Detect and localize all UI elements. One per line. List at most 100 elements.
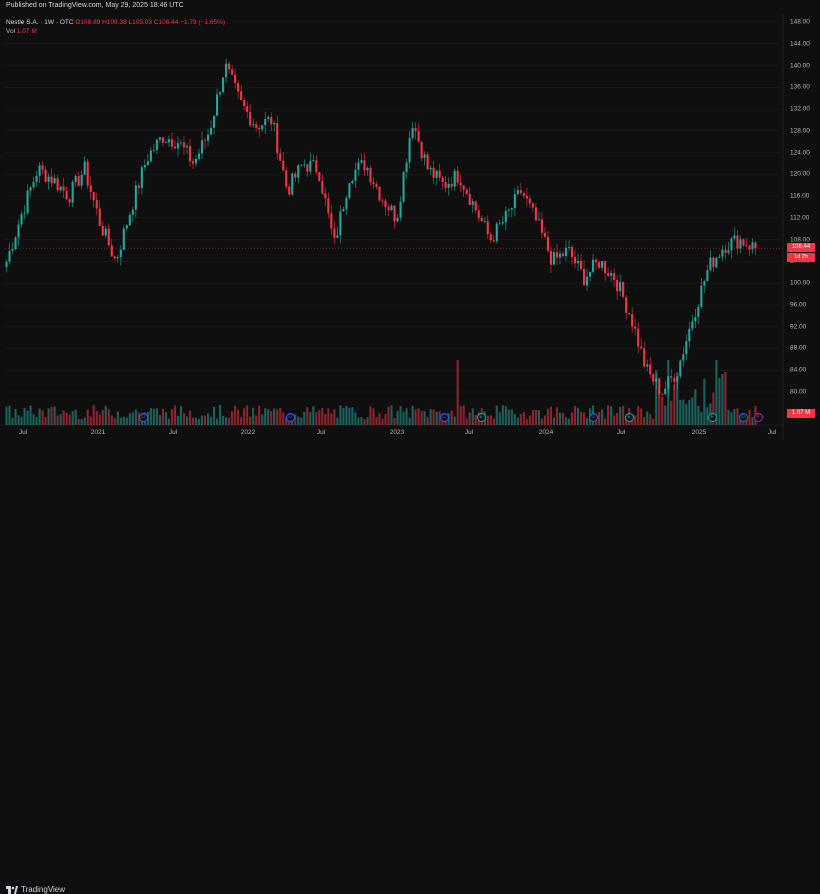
- high-value: H108.38: [102, 19, 127, 26]
- candle-body: [89, 185, 92, 192]
- volume-bar: [116, 411, 119, 425]
- volume-bar: [47, 408, 50, 425]
- chart-area[interactable]: [0, 14, 820, 459]
- volume-bar: [213, 406, 216, 425]
- candle-body: [164, 142, 167, 144]
- volume-bar: [306, 407, 309, 425]
- volume-bar: [228, 417, 231, 425]
- candle-body: [375, 184, 378, 187]
- volume-bar: [173, 405, 177, 425]
- candle-body: [414, 127, 417, 131]
- candle-body: [366, 167, 369, 171]
- published-text: Published on TradingView.com, May 29, 20…: [6, 2, 184, 9]
- candle-body: [255, 124, 258, 128]
- candle-body: [98, 208, 101, 226]
- volume-bar: [185, 416, 189, 425]
- candle-body: [297, 165, 300, 178]
- earnings-marker[interactable]: E: [476, 413, 486, 422]
- volume-bar: [402, 411, 405, 425]
- candle-body: [396, 217, 399, 222]
- candle-body: [252, 124, 255, 126]
- volume-label[interactable]: Vol: [6, 28, 16, 35]
- candle-body: [393, 205, 396, 222]
- candle-body: [167, 139, 170, 143]
- candle-body: [598, 262, 601, 268]
- candle-body: [357, 162, 360, 170]
- volume-bar: [579, 411, 583, 425]
- candle-body: [423, 154, 426, 159]
- volume-bar: [664, 405, 667, 425]
- volume-bar: [273, 408, 276, 425]
- candle-body: [119, 249, 122, 258]
- split-marker[interactable]: P: [753, 413, 763, 422]
- candle-body: [739, 239, 742, 249]
- candle-body: [228, 63, 231, 70]
- candle-body: [131, 209, 134, 215]
- candle-body: [213, 115, 216, 128]
- volume-bar: [128, 413, 131, 425]
- candle-body: [35, 175, 38, 183]
- volume-bar: [366, 417, 369, 425]
- price-tick-label: 144.00: [790, 40, 810, 48]
- dividend-marker[interactable]: D: [285, 413, 295, 422]
- price-tick-label: 108.00: [790, 236, 810, 244]
- candle-body: [315, 160, 318, 173]
- volume-bar: [26, 410, 29, 425]
- volume-bar: [546, 408, 549, 425]
- earnings-marker[interactable]: E: [624, 413, 634, 422]
- earnings-marker[interactable]: E: [707, 413, 717, 422]
- candle-body: [140, 167, 143, 188]
- volume-bar: [372, 408, 375, 425]
- volume-bar: [197, 418, 201, 425]
- price-chart[interactable]: [0, 0, 820, 459]
- volume-bar: [333, 409, 336, 425]
- candle-body: [724, 249, 727, 253]
- candle-body: [582, 268, 586, 286]
- candle-body: [703, 281, 706, 286]
- candle-body: [95, 200, 98, 209]
- candle-body: [372, 181, 375, 185]
- candle-body: [643, 348, 646, 367]
- candle-body: [507, 209, 510, 211]
- volume-bar: [736, 408, 739, 425]
- time-tick-label: 2021: [90, 429, 106, 436]
- candle-body: [330, 213, 333, 229]
- volume-bar: [92, 405, 95, 425]
- volume-bar: [161, 408, 164, 425]
- candle-body: [426, 154, 429, 170]
- candle-body: [23, 212, 26, 215]
- symbol-label[interactable]: Nestle S.A. · 1W · OTC: [6, 19, 74, 26]
- dividend-marker[interactable]: D: [588, 413, 598, 422]
- price-tick-label: 148.00: [790, 18, 810, 26]
- candle-body: [65, 190, 68, 200]
- price-tick-label: 120.00: [790, 170, 810, 178]
- tradingview-logo[interactable]: TradingView: [6, 885, 65, 894]
- candle-body: [661, 393, 664, 395]
- candle-body: [285, 170, 288, 187]
- candle-body: [234, 74, 237, 83]
- volume-bar: [685, 403, 688, 425]
- volume-bar: [330, 413, 333, 425]
- volume-bar: [604, 418, 607, 425]
- candle-body: [101, 225, 104, 236]
- candle-body: [682, 354, 685, 361]
- candle-body: [80, 174, 83, 186]
- candle-body: [369, 167, 372, 182]
- volume-bar: [555, 407, 559, 425]
- volume-bar: [561, 413, 565, 425]
- candle-body: [59, 186, 62, 191]
- candle-body: [429, 167, 432, 170]
- volume-bar: [667, 360, 670, 425]
- volume-bar: [417, 408, 420, 425]
- candle-body: [348, 183, 351, 198]
- volume-bar: [68, 414, 71, 425]
- candle-body: [300, 164, 303, 166]
- candle-body: [270, 117, 273, 125]
- volume-bar: [567, 418, 571, 425]
- volume-bar: [339, 405, 342, 425]
- volume-bar: [41, 410, 44, 425]
- dividend-marker[interactable]: D: [738, 413, 748, 422]
- volume-bar: [369, 406, 372, 425]
- dividend-marker[interactable]: D: [138, 413, 148, 422]
- dividend-marker[interactable]: D: [439, 413, 449, 422]
